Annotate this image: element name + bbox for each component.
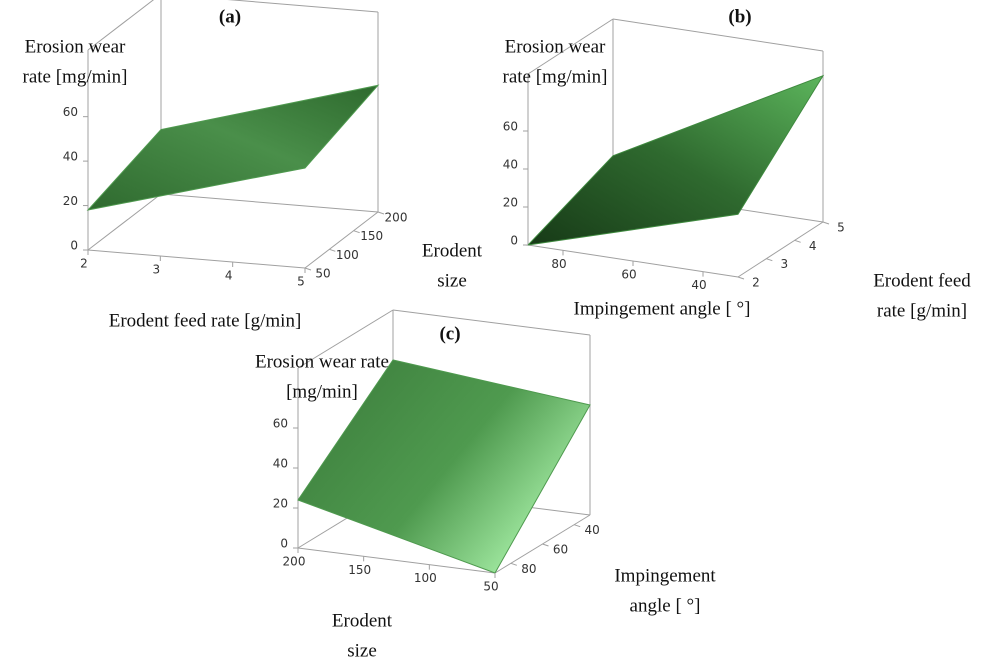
x-tick-label: 50 <box>483 580 498 594</box>
y-tick-label: 3 <box>781 257 789 271</box>
y-tick-label: 100 <box>336 248 359 262</box>
x-axis-label: Impingement angle [ °] <box>574 298 751 319</box>
y-tick <box>794 239 801 243</box>
surface <box>86 84 380 211</box>
y-tick-label: 150 <box>360 229 383 243</box>
box-edge <box>612 18 824 52</box>
box-edge <box>227 0 379 13</box>
z-tick-label: 60 <box>63 105 78 119</box>
y-tick <box>377 211 385 215</box>
y-axis-label: Impingement <box>614 565 716 586</box>
x-axis-label: Erodent feed rate [g/min] <box>109 310 302 331</box>
y-tick <box>737 276 745 280</box>
y-axis-label: Erodent <box>422 240 483 261</box>
box-edge <box>527 18 614 75</box>
y-tick <box>822 221 830 225</box>
z-axis-label: [mg/min] <box>286 381 358 402</box>
z-tick-label: 40 <box>63 150 78 164</box>
y-axis-label: rate [g/min] <box>877 300 967 321</box>
y-tick-label: 80 <box>521 562 536 576</box>
box-edge <box>297 547 496 574</box>
y-axis-label: angle [ °] <box>630 595 701 616</box>
surface <box>297 359 591 574</box>
z-tick-label: 20 <box>273 497 288 511</box>
y-tick-label: 60 <box>553 543 568 557</box>
box-edge <box>737 221 824 278</box>
x-tick-label: 40 <box>691 278 706 292</box>
y-tick <box>353 230 360 234</box>
x-tick-label: 60 <box>621 268 636 282</box>
x-tick-label: 150 <box>348 563 371 577</box>
z-tick-label: 60 <box>503 120 518 134</box>
panel-label: (c) <box>439 323 460 344</box>
x-tick-label: 100 <box>414 571 437 585</box>
y-tick <box>304 267 312 271</box>
y-tick <box>574 524 581 528</box>
y-axis-label: size <box>437 270 467 291</box>
z-axis-label: Erosion wear rate <box>255 351 389 372</box>
x-tick-label: 4 <box>225 269 233 283</box>
y-tick-label: 200 <box>385 211 408 225</box>
y-tick-label: 5 <box>837 221 845 235</box>
z-tick-label: 40 <box>503 158 518 172</box>
x-tick-label: 80 <box>551 257 566 271</box>
z-tick-label: 60 <box>273 417 288 431</box>
x-tick-label: 3 <box>153 263 161 277</box>
x-axis-label: size <box>347 640 377 661</box>
z-axis-label: Erosion wear <box>505 36 606 57</box>
x-axis-label: Erodent <box>332 610 393 631</box>
z-tick-label: 0 <box>510 234 518 248</box>
box-edge <box>87 193 162 251</box>
y-tick <box>329 248 336 252</box>
z-axis-label: Erosion wear <box>25 36 126 57</box>
z-tick-label: 20 <box>503 196 518 210</box>
z-tick-label: 40 <box>273 457 288 471</box>
x-tick-label: 200 <box>283 555 306 569</box>
y-tick-label: 50 <box>315 267 330 281</box>
y-tick <box>510 562 517 566</box>
box-edge <box>304 211 379 269</box>
panel-label: (b) <box>728 6 751 27</box>
y-tick-label: 2 <box>752 276 760 290</box>
z-axis-label: rate [mg/min] <box>503 66 608 87</box>
y-axis-label: Erodent feed <box>873 270 971 291</box>
z-axis-label: rate [mg/min] <box>23 66 128 87</box>
y-tick <box>766 258 773 262</box>
x-tick-label: 5 <box>297 275 305 289</box>
box-edge <box>87 0 155 51</box>
box-edge <box>297 309 394 369</box>
y-tick-label: 40 <box>585 523 600 537</box>
z-tick-label: 20 <box>63 194 78 208</box>
z-tick-label: 0 <box>70 239 78 253</box>
box-edge <box>87 249 306 269</box>
panel-label: (a) <box>219 6 241 27</box>
surface <box>526 74 825 246</box>
y-tick-label: 4 <box>809 239 817 253</box>
y-tick <box>542 543 549 547</box>
box-edge <box>392 309 591 336</box>
box-edge <box>160 193 379 213</box>
x-tick-label: 2 <box>80 257 88 271</box>
z-tick-label: 0 <box>280 537 288 551</box>
